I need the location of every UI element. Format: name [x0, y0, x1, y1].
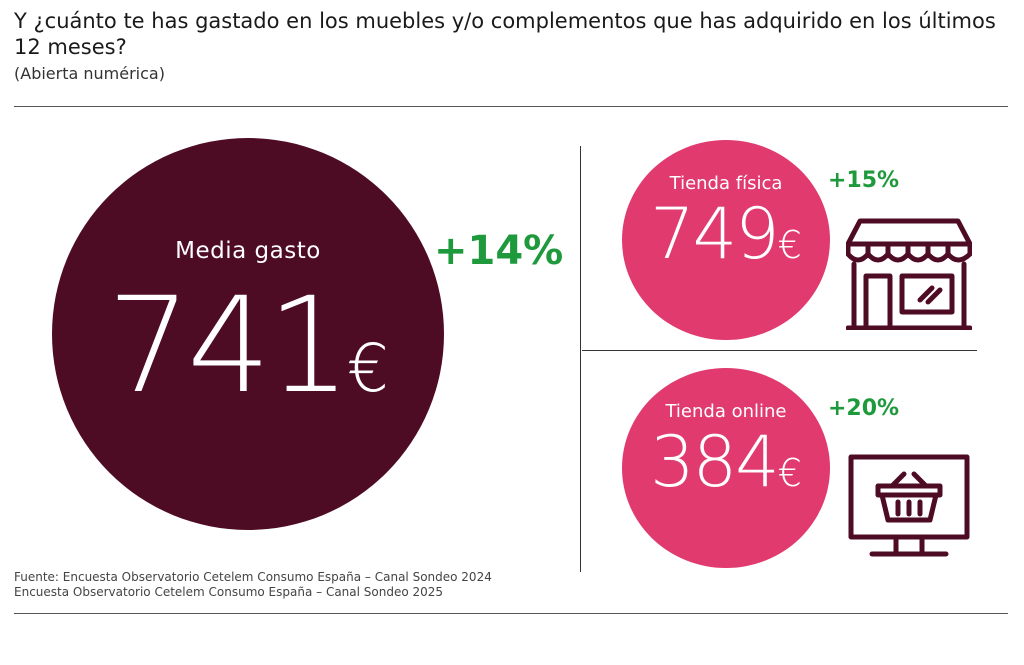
average-spend-circle: Media gasto 741€ [52, 138, 444, 530]
online-store-label: Tienda online [665, 401, 787, 422]
online-store-currency: € [777, 451, 802, 495]
source-line-2: Encuesta Observatorio Cetelem Consumo Es… [14, 585, 444, 599]
physical-store-currency: € [777, 223, 802, 267]
storefront-icon [845, 218, 973, 334]
page-title: Y ¿cuánto te has gastado en los muebles … [14, 9, 996, 59]
physical-store-circle: Tienda física 749€ [622, 140, 830, 340]
physical-store-label: Tienda física [669, 173, 783, 194]
online-store-value: 384€ [650, 422, 802, 513]
online-store-change: +20% [828, 396, 900, 421]
top-divider [14, 106, 1008, 107]
online-store-number: 384 [650, 421, 780, 503]
physical-store-change: +15% [828, 168, 900, 193]
average-spend-currency: € [346, 330, 389, 407]
physical-store-value: 749€ [650, 194, 802, 285]
page-subtitle: (Abierta numérica) [14, 64, 165, 83]
bottom-divider [14, 613, 1008, 614]
source-line-1: Fuente: Encuesta Observatorio Cetelem Co… [14, 570, 492, 584]
middle-divider [582, 350, 977, 351]
monitor-basket-icon [848, 454, 970, 570]
online-store-circle: Tienda online 384€ [622, 368, 830, 568]
average-spend-number: 741 [107, 269, 351, 423]
vertical-divider [580, 146, 581, 572]
physical-store-number: 749 [650, 193, 780, 275]
average-spend-label: Media gasto [175, 238, 321, 264]
average-spend-value: 741€ [107, 276, 389, 439]
average-spend-change: +14% [434, 228, 564, 274]
source-note: Fuente: Encuesta Observatorio Cetelem Co… [14, 570, 492, 600]
